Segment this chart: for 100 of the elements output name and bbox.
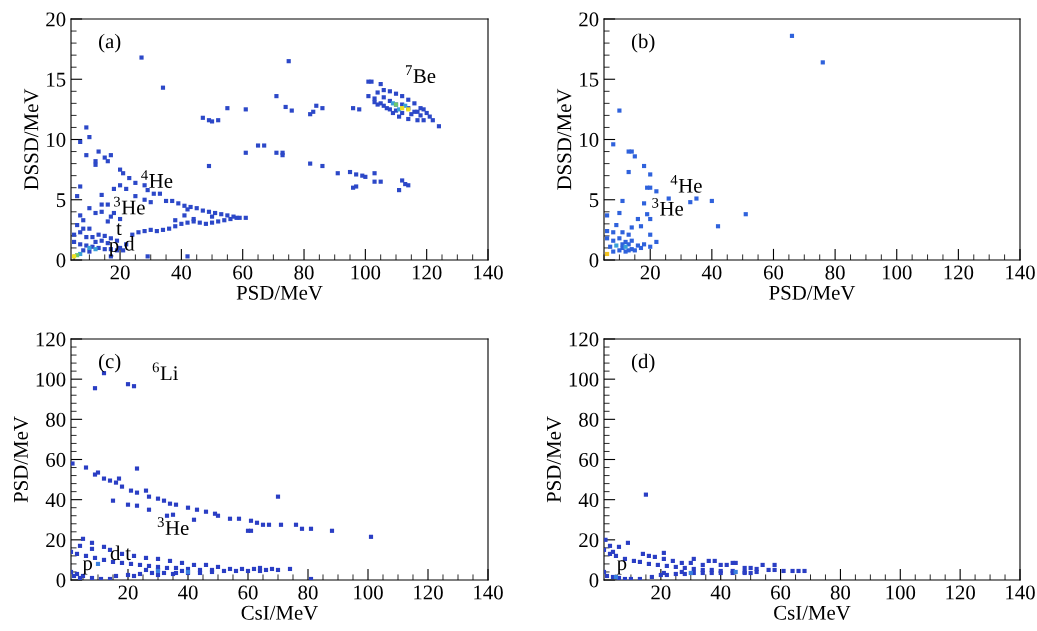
x-tick-label: 80 [298,585,318,600]
y-tick-label: 60 [579,452,599,467]
point [654,239,659,245]
annotation: $^{7}$Be [405,65,436,84]
annotation: d [124,236,135,251]
x-tick-label: 20 [651,585,671,600]
point [694,196,699,201]
x-tick-label: 20 [110,265,130,280]
point [641,201,647,206]
point [626,169,631,175]
x-tick-label: 120 [946,585,975,600]
point [638,245,644,251]
x-axis-title: PSD/MeV [236,285,323,300]
x-tick-label: 80 [825,265,845,280]
y-axis-title: DSSD/MeV [24,88,39,190]
y-tick-label: 20 [46,12,66,27]
point [688,200,693,205]
annotation: $^{4}$He [670,175,702,193]
x-tick-label: 140 [474,265,503,280]
x-tick-label: 100 [882,265,912,280]
point [614,222,619,228]
x-tick-label: 120 [944,265,974,280]
annotation: t [125,548,131,561]
point [635,216,640,222]
point [605,251,610,257]
y-tick-label: 0 [589,573,599,588]
point [645,212,650,217]
annotation: p [82,560,93,575]
point [641,242,647,247]
x-tick-label: 80 [830,585,851,600]
x-tick-label: 20 [640,265,660,280]
x-tick-label: 120 [414,585,443,600]
x-tick-label: 140 [1006,265,1035,280]
point [620,230,625,235]
point [635,243,640,248]
annotation: (a) [99,33,121,53]
y-tick-label: 15 [47,72,66,87]
x-tick-label: 40 [701,265,722,280]
x-tick-label: 80 [294,265,314,280]
point [654,189,659,194]
y-tick-label: 100 [36,372,66,387]
x-tick-label: 40 [171,265,191,280]
annotation: $^{6}$Li [152,362,179,381]
y-tick-label: 60 [46,452,66,467]
annotation: $^{3}$He [652,197,684,216]
y-tick-label: 120 [36,332,66,347]
y-tick-label: 20 [46,533,66,548]
point [820,60,825,65]
annotation: t [116,223,122,236]
point [648,232,653,237]
annotation: (d) [631,353,655,373]
annotation: p [617,560,627,575]
point [611,230,616,235]
y-tick-label: 0 [589,253,599,268]
annotation: $^{4}$He [141,170,173,188]
y-tick-label: 10 [47,132,66,147]
annotation: p [109,241,119,257]
y-tick-label: 5 [589,193,599,208]
point [611,238,616,243]
x-tick-label: 40 [710,585,731,600]
y-tick-label: 40 [578,493,599,508]
point [605,236,610,241]
x-tick-label: 40 [177,585,198,600]
x-tick-label: 20 [118,585,138,600]
x-tick-label: 100 [354,585,383,600]
x-axis-title: CsI/MeV [774,605,851,620]
y-axis-title: DSSD/MeV [557,88,572,190]
point [709,198,714,204]
y-tick-label: 0 [56,253,66,268]
x-tick-label: 120 [412,265,442,280]
point [608,244,613,249]
y-axis-title: PSD/MeV [546,416,561,503]
point [611,142,616,147]
point [611,249,616,254]
x-tick-label: 60 [763,265,784,280]
x-tick-label: 60 [771,585,791,600]
x-tick-label: 60 [233,265,253,280]
y-tick-label: 120 [569,332,599,347]
y-axis-title: PSD/MeV [13,416,28,503]
point [617,236,622,241]
annotation: (b) [631,33,655,53]
point [666,196,671,201]
x-tick-label: 140 [474,585,503,600]
y-tick-label: 40 [45,493,66,508]
x-axis-title: PSD/MeV [769,285,856,300]
y-tick-label: 5 [56,193,66,208]
point [648,172,653,177]
point [617,210,622,216]
y-tick-label: 15 [580,72,599,87]
point [648,244,653,249]
x-tick-label: 100 [886,585,916,600]
annotation: d [110,545,121,561]
point [605,229,610,234]
point [614,243,619,248]
point [641,163,647,169]
point [743,212,748,217]
annotation: $^{3}$He [157,517,189,536]
point [605,213,610,218]
y-tick-label: 20 [579,12,599,27]
annotation: $^{3}$He [114,196,145,215]
